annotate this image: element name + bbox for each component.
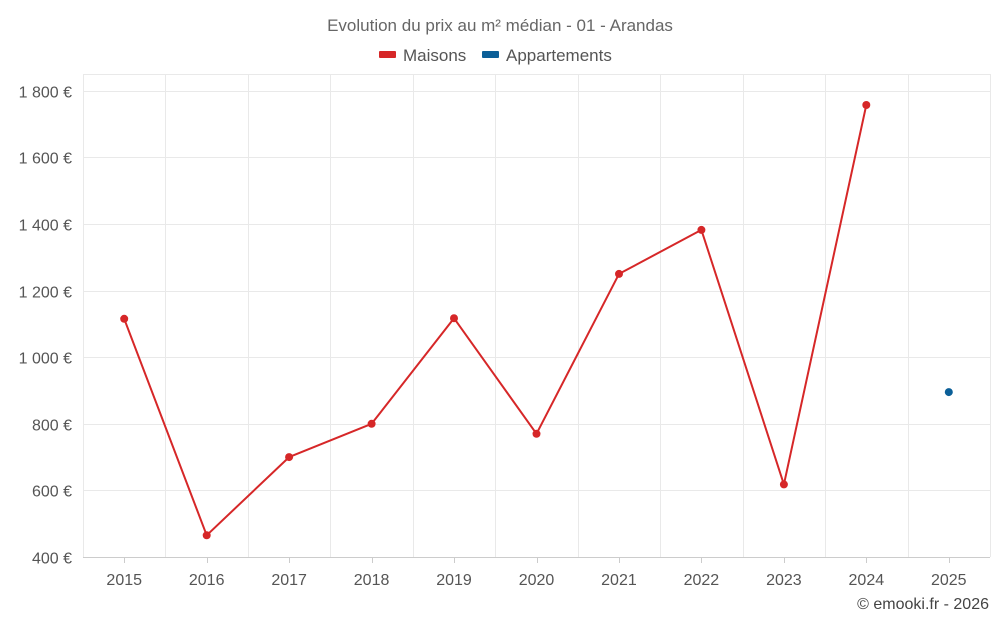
data-point-maisons[interactable]	[367, 419, 376, 428]
x-tick-label: 2021	[601, 572, 637, 589]
data-point-maisons[interactable]	[779, 480, 788, 489]
series-line-maisons	[123, 104, 868, 537]
chart-title: Evolution du prix au m² médian - 01 - Ar…	[327, 16, 673, 35]
y-tick-label: 800 €	[32, 418, 72, 435]
x-tick-label: 2023	[766, 572, 802, 589]
data-point-maisons[interactable]	[532, 429, 541, 438]
credit-text[interactable]: © emooki.fr - 2026	[857, 596, 989, 613]
x-tick-label: 2025	[931, 572, 967, 589]
legend-item-appartements[interactable]: Appartements	[482, 46, 612, 65]
y-tick-label: 1 200 €	[19, 285, 72, 302]
y-tick-label: 1 600 €	[19, 151, 72, 168]
legend-swatch-maisons	[379, 51, 396, 58]
x-tick-label: 2018	[354, 572, 390, 589]
data-point-maisons[interactable]	[285, 453, 294, 462]
x-tick-label: 2015	[106, 572, 142, 589]
data-point-maisons[interactable]	[862, 101, 871, 109]
y-tick-label: 1 000 €	[19, 351, 72, 368]
legend-label-appartements: Appartements	[506, 46, 612, 65]
x-tick-label: 2017	[271, 572, 307, 589]
legend-item-maisons[interactable]: Maisons	[379, 46, 466, 65]
grid-lines	[83, 74, 991, 557]
legend: Maisons Appartements	[379, 46, 612, 65]
series-layer	[120, 101, 953, 540]
data-point-maisons[interactable]	[120, 314, 129, 323]
y-tick-label: 1 800 €	[19, 85, 72, 102]
data-point-maisons[interactable]	[202, 531, 211, 540]
data-point-maisons[interactable]	[697, 225, 706, 234]
axes: 400 € 600 € 800 € 1 000 € 1 200 € 1 400 € 1 60…	[19, 85, 990, 589]
x-tick-label: 2024	[849, 572, 885, 589]
legend-swatch-appartements	[482, 51, 499, 58]
data-point-appartements[interactable]	[944, 388, 953, 397]
y-tick-label: 1 400 €	[19, 218, 72, 235]
y-tick-label: 600 €	[32, 484, 72, 501]
x-tick-label: 2020	[519, 572, 555, 589]
y-tick-label: 400 €	[32, 551, 72, 568]
x-tick-label: 2016	[189, 572, 225, 589]
x-tick-label: 2019	[436, 572, 472, 589]
legend-label-maisons: Maisons	[403, 46, 466, 65]
x-tick-label: 2022	[684, 572, 720, 589]
data-point-maisons[interactable]	[450, 314, 458, 323]
data-point-maisons[interactable]	[615, 269, 623, 278]
